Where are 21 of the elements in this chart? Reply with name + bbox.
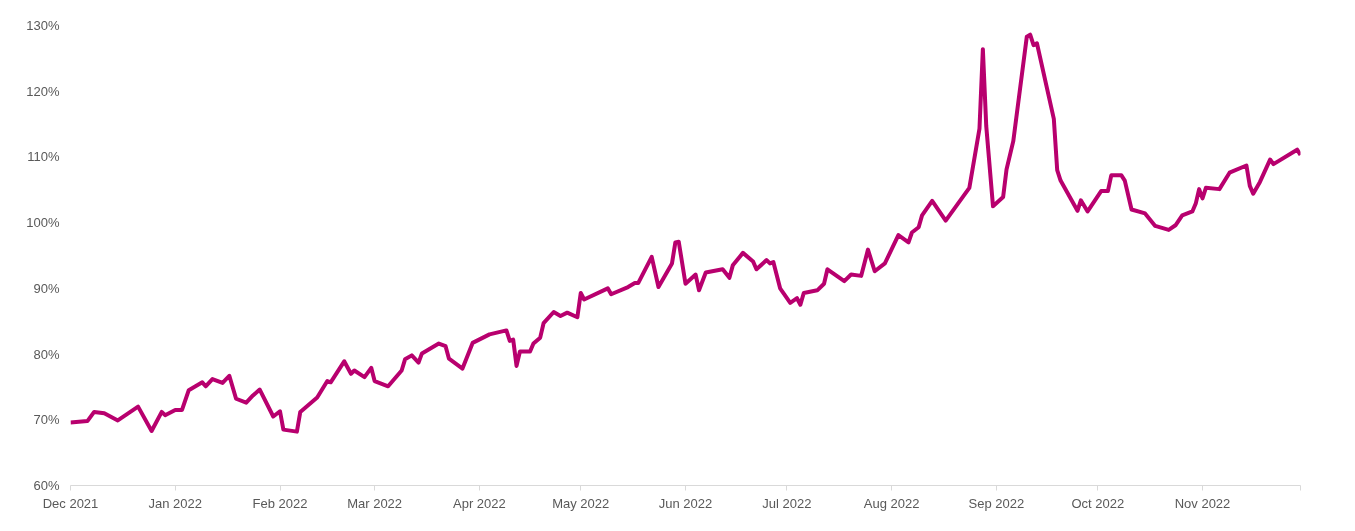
x-tick-label: Dec 2021: [42, 495, 99, 511]
x-tick-label: Feb 2022: [252, 495, 308, 511]
x-tick-label: Jun 2022: [658, 495, 713, 511]
line-series: [70, 32, 1301, 434]
y-tick-label: 130%: [26, 18, 60, 33]
y-tick-label: 90%: [33, 280, 60, 296]
x-tick-label: Mar 2022: [347, 495, 403, 511]
y-tick-label: 60%: [33, 478, 60, 493]
x-tick-label: Nov 2022: [1174, 495, 1231, 511]
x-tick-label: May 2022: [552, 495, 610, 511]
x-tick-label: Aug 2022: [863, 495, 920, 511]
x-tick-label: Oct 2022: [1071, 495, 1125, 511]
y-tick-label: 110%: [27, 149, 60, 165]
x-tick-label: Jan 2022: [148, 495, 203, 511]
y-tick-label: 70%: [33, 412, 60, 428]
y-tick-label: 80%: [33, 346, 60, 362]
x-tick-label: Jul 2022: [762, 495, 812, 511]
x-tick-label: Apr 2022: [452, 495, 506, 511]
y-tick-label: 100%: [26, 215, 60, 231]
x-tick-label: Sep 2022: [968, 495, 1025, 511]
y-tick-label: 120%: [26, 83, 60, 99]
